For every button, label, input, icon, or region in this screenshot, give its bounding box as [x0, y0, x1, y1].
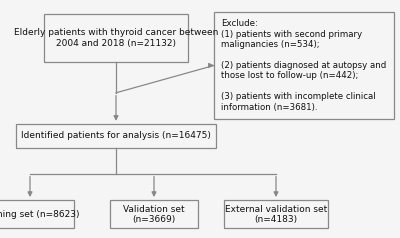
- Text: Training set (n=8623): Training set (n=8623): [0, 210, 79, 219]
- Bar: [16, 124, 216, 148]
- Text: External validation set
(n=4183): External validation set (n=4183): [225, 204, 327, 224]
- Bar: [214, 12, 394, 119]
- Text: Identified patients for analysis (n=16475): Identified patients for analysis (n=1647…: [21, 131, 211, 140]
- Bar: [0, 200, 74, 228]
- Text: Exclude:
(1) patients with second primary
malignancies (n=534);

(2) patients di: Exclude: (1) patients with second primar…: [221, 19, 386, 112]
- Bar: [44, 14, 188, 62]
- Bar: [110, 200, 198, 228]
- Bar: [224, 200, 328, 228]
- Text: Elderly patients with thyroid cancer between
2004 and 2018 (n=21132): Elderly patients with thyroid cancer bet…: [14, 28, 218, 48]
- Text: Validation set
(n=3669): Validation set (n=3669): [123, 204, 185, 224]
